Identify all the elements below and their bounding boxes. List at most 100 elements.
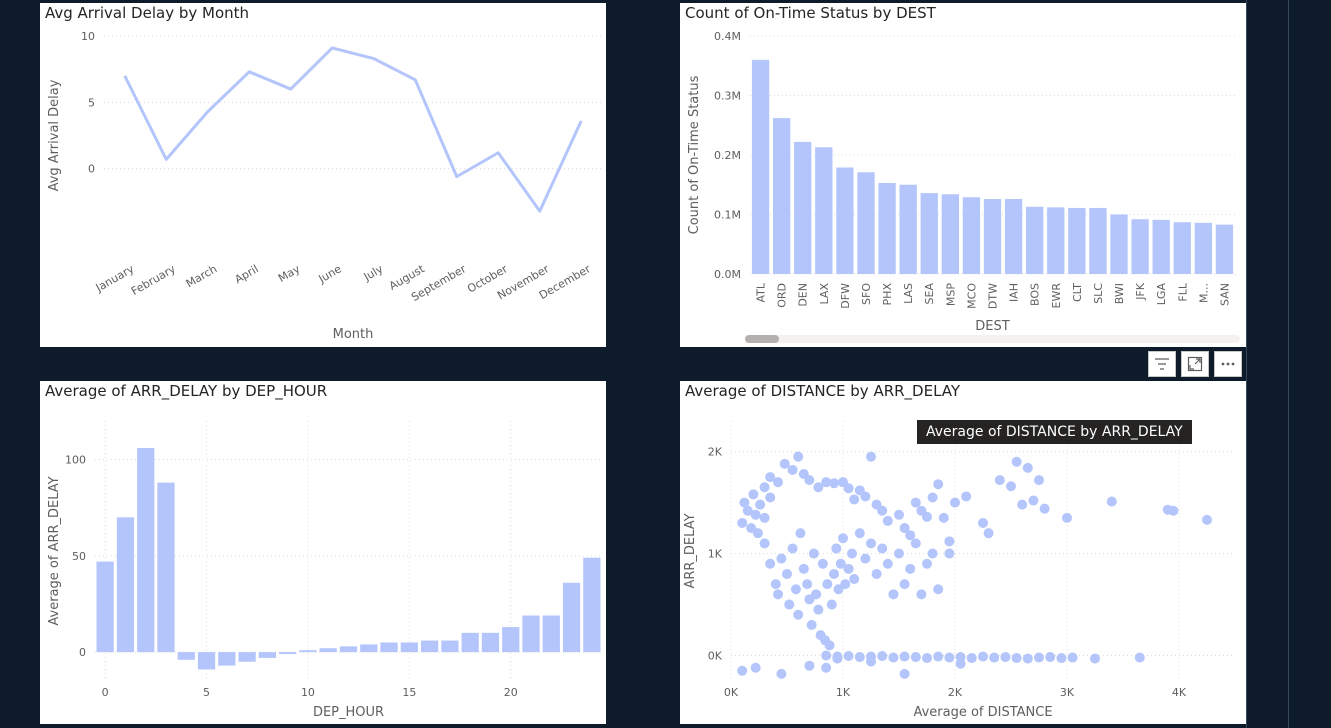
hour-chart-panel[interactable]: Average of ARR_DELAY by DEP_HOUR 0 50 100 0… <box>40 381 606 724</box>
bar <box>1194 222 1213 274</box>
scatter-point <box>916 589 927 600</box>
scatter-point <box>835 558 846 569</box>
scatter-point <box>899 651 910 662</box>
scatter-point <box>877 543 888 554</box>
divider-line-left <box>1246 0 1247 728</box>
y-tick-label: 0K <box>708 650 723 663</box>
scatter-point <box>944 536 955 547</box>
y-tick-label: 0.4M <box>714 30 741 43</box>
bar <box>421 640 439 653</box>
scatter-point <box>826 599 837 610</box>
bar <box>258 652 276 658</box>
bar <box>522 615 540 653</box>
scatter-point <box>1039 503 1050 514</box>
scatter-point <box>849 574 860 585</box>
scatter-point <box>750 662 761 673</box>
scatter-point <box>888 589 899 600</box>
scatter-chart-title: Average of DISTANCE by ARR_DELAY <box>685 382 961 400</box>
x-tick-label: MSP <box>944 283 957 306</box>
x-tick-label: June <box>316 262 344 286</box>
scatter-point <box>1134 652 1145 663</box>
bar <box>481 632 500 653</box>
bar <box>116 517 135 653</box>
scatter-point <box>938 512 949 523</box>
x-tick-label: 5 <box>203 686 210 699</box>
scrollbar-thumb[interactable] <box>745 335 779 343</box>
scatter-point <box>888 652 899 663</box>
scatter-point <box>922 511 932 522</box>
scatter-point <box>955 658 966 669</box>
scatter-point <box>829 568 840 579</box>
bar <box>794 141 812 274</box>
x-tick-label: SFO <box>860 283 873 305</box>
more-options-button[interactable] <box>1214 351 1242 377</box>
scatter-point <box>899 523 910 534</box>
bar <box>920 193 938 274</box>
bar <box>360 644 378 653</box>
scatter-point <box>737 665 748 676</box>
bar <box>815 147 833 274</box>
scatter-point <box>1062 512 1072 523</box>
dest-bar-chart: 0.0M 0.1M 0.2M 0.3M 0.4M ATL ORD DEN LAX DFW SFO PH… <box>687 30 1235 334</box>
scatter-point <box>1011 653 1022 664</box>
bar <box>962 197 981 274</box>
y-tick-label: 100 <box>65 454 86 467</box>
scatter-point <box>787 543 798 554</box>
bar <box>562 582 581 653</box>
focus-mode-button[interactable] <box>1181 351 1209 377</box>
scatter-point <box>813 482 824 493</box>
scatter-point <box>978 517 988 528</box>
scatter-point <box>811 589 822 600</box>
x-tick-label: 2K <box>948 686 963 699</box>
scatter-point <box>1011 456 1022 467</box>
scatter-point <box>1022 653 1033 664</box>
scatter-point <box>905 530 916 541</box>
x-tick-label: LGA <box>1155 283 1168 306</box>
scatter-point <box>804 660 815 671</box>
line-chart-panel[interactable]: Avg Arrival Delay by Month 0 5 10 January Fe… <box>40 3 606 347</box>
y-axis-title: ARR_DELAY <box>683 513 698 588</box>
y-axis-title: Avg Arrival Delay <box>47 79 62 191</box>
scatter-point <box>899 579 910 590</box>
y-axis-title: Average of ARR_DELAY <box>47 476 62 625</box>
scatter-point <box>1090 653 1100 664</box>
filter-button[interactable] <box>1148 351 1176 377</box>
scatter-point <box>821 650 832 661</box>
y-tick-label: 0.2M <box>714 149 741 162</box>
bar <box>772 118 791 274</box>
x-tick-label: 4K <box>1172 686 1187 699</box>
bar <box>96 561 114 653</box>
bar <box>542 615 560 653</box>
scatter-point <box>838 533 848 544</box>
x-tick-label: February <box>129 262 178 298</box>
x-tick-label: 20 <box>504 686 518 699</box>
scatter-point <box>765 558 776 569</box>
scatter-point <box>784 599 795 610</box>
scatter-point <box>795 528 806 539</box>
bar <box>319 648 337 653</box>
scatter-point <box>793 451 804 462</box>
y-axis-title: Count of On-Time Status <box>687 75 702 234</box>
scatter-point <box>910 538 921 549</box>
scatter-point <box>776 553 787 564</box>
dest-chart-scrollbar[interactable] <box>745 335 1240 343</box>
y-tick-label: 5 <box>88 96 95 109</box>
scatter-point <box>1028 495 1039 506</box>
bar <box>1068 207 1086 274</box>
x-axis-title: Month <box>333 327 374 342</box>
scatter-point <box>750 509 761 520</box>
scatter-point <box>989 652 1000 663</box>
bar <box>1215 224 1234 274</box>
y-tick-label: 0.0M <box>714 268 741 281</box>
bar <box>400 642 418 653</box>
scatter-point <box>770 579 781 590</box>
x-tick-label: ATL <box>755 282 768 302</box>
scatter-point <box>1000 652 1011 663</box>
scatter-point <box>950 497 960 508</box>
bar <box>983 199 1002 274</box>
x-tick-label: 0K <box>724 686 739 699</box>
bar <box>1131 219 1149 274</box>
scatter-point <box>894 509 904 520</box>
dest-chart-panel[interactable]: Count of On-Time Status by DEST 0.0M 0.1M… <box>680 3 1246 347</box>
x-tick-label: SLC <box>1092 283 1105 304</box>
